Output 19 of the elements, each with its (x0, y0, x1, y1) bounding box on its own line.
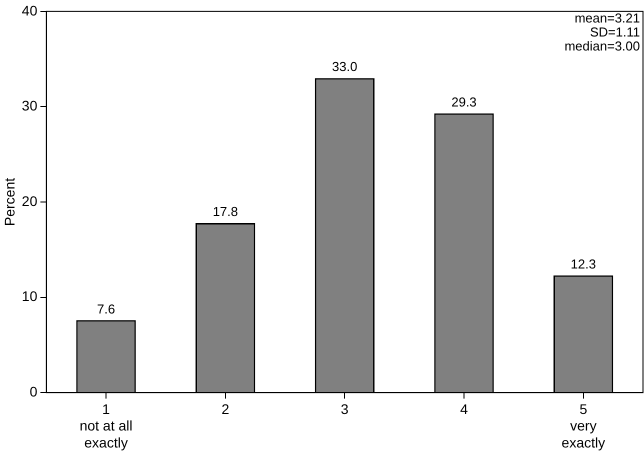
data-label: 17.8 (212, 204, 238, 220)
data-label: 7.6 (96, 301, 116, 316)
y-tick-label: 30 (22, 98, 38, 114)
annotation: median=3.00 (564, 38, 640, 54)
x-tick-label: 5 very exactly (562, 400, 606, 450)
x-tick-label: 1 not at all exactly (80, 400, 133, 450)
y-tick-label: 0 (30, 383, 38, 400)
data-label: 29.3 (451, 94, 477, 110)
data-label: 33.0 (332, 59, 358, 74)
annotation: SD=1.11 (590, 24, 640, 40)
x-tick-label: 3 (340, 400, 349, 417)
y-tick-label: 20 (22, 192, 38, 209)
data-label: 12.3 (570, 256, 596, 272)
x-tick-label: 2 (221, 400, 230, 417)
annotation: mean=3.21 (574, 10, 640, 26)
y-tick-label: 10 (22, 288, 38, 304)
x-tick-label: 4 (460, 400, 468, 417)
y-tick-label: 40 (22, 2, 38, 18)
y-axis-title: Percent (1, 178, 18, 226)
